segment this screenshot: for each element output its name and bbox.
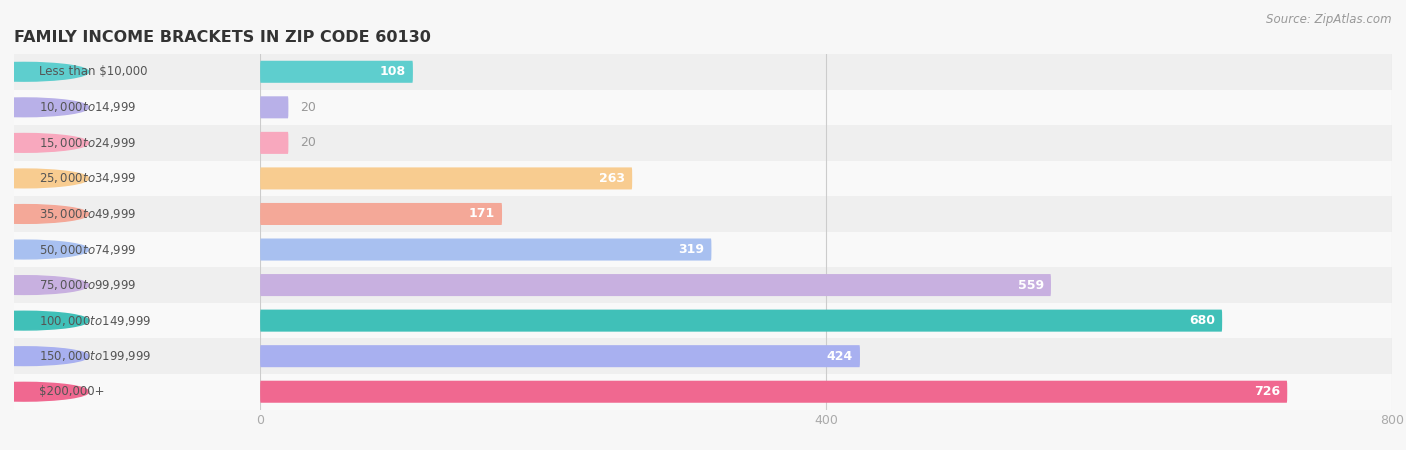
Circle shape — [0, 205, 89, 223]
Bar — [260, 232, 1392, 267]
FancyBboxPatch shape — [260, 310, 1222, 332]
Bar — [260, 54, 1392, 90]
Bar — [260, 338, 1392, 374]
Text: FAMILY INCOME BRACKETS IN ZIP CODE 60130: FAMILY INCOME BRACKETS IN ZIP CODE 60130 — [14, 30, 430, 45]
Circle shape — [0, 347, 89, 365]
Text: $100,000 to $149,999: $100,000 to $149,999 — [39, 314, 150, 328]
Text: 20: 20 — [299, 136, 315, 149]
Circle shape — [0, 98, 89, 117]
Bar — [14, 90, 260, 125]
Bar — [14, 374, 260, 410]
Text: Source: ZipAtlas.com: Source: ZipAtlas.com — [1267, 14, 1392, 27]
Text: $35,000 to $49,999: $35,000 to $49,999 — [39, 207, 136, 221]
Circle shape — [0, 63, 89, 81]
Bar — [14, 125, 260, 161]
Text: 171: 171 — [468, 207, 495, 220]
Bar — [14, 54, 260, 90]
Circle shape — [0, 169, 89, 188]
Text: $10,000 to $14,999: $10,000 to $14,999 — [39, 100, 136, 114]
FancyBboxPatch shape — [260, 238, 711, 261]
Circle shape — [0, 311, 89, 330]
Bar — [260, 267, 1392, 303]
Text: 424: 424 — [827, 350, 853, 363]
FancyBboxPatch shape — [260, 96, 288, 118]
Text: $200,000+: $200,000+ — [39, 385, 104, 398]
Text: $15,000 to $24,999: $15,000 to $24,999 — [39, 136, 136, 150]
Text: 108: 108 — [380, 65, 406, 78]
Bar — [260, 161, 1392, 196]
Bar — [14, 196, 260, 232]
FancyBboxPatch shape — [260, 132, 288, 154]
Text: 726: 726 — [1254, 385, 1281, 398]
Text: 559: 559 — [1018, 279, 1043, 292]
Text: 263: 263 — [599, 172, 626, 185]
Text: $50,000 to $74,999: $50,000 to $74,999 — [39, 243, 136, 256]
Bar — [260, 196, 1392, 232]
Text: Less than $10,000: Less than $10,000 — [39, 65, 148, 78]
Circle shape — [0, 240, 89, 259]
Circle shape — [0, 134, 89, 152]
FancyBboxPatch shape — [260, 167, 633, 189]
Text: $75,000 to $99,999: $75,000 to $99,999 — [39, 278, 136, 292]
Bar — [14, 267, 260, 303]
Text: $150,000 to $199,999: $150,000 to $199,999 — [39, 349, 150, 363]
Bar — [14, 338, 260, 374]
Bar — [14, 232, 260, 267]
FancyBboxPatch shape — [260, 381, 1288, 403]
Text: 319: 319 — [678, 243, 704, 256]
Text: $25,000 to $34,999: $25,000 to $34,999 — [39, 171, 136, 185]
FancyBboxPatch shape — [260, 345, 860, 367]
Circle shape — [0, 382, 89, 401]
Bar — [260, 125, 1392, 161]
Bar — [260, 303, 1392, 338]
Text: 20: 20 — [299, 101, 315, 114]
Bar — [14, 303, 260, 338]
FancyBboxPatch shape — [260, 274, 1050, 296]
Bar — [260, 90, 1392, 125]
Text: 680: 680 — [1189, 314, 1215, 327]
Bar — [260, 374, 1392, 410]
FancyBboxPatch shape — [260, 203, 502, 225]
Circle shape — [0, 276, 89, 294]
FancyBboxPatch shape — [260, 61, 413, 83]
Bar — [14, 161, 260, 196]
